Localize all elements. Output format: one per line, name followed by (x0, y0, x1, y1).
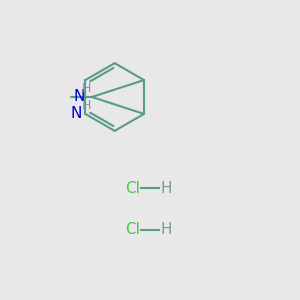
Text: H: H (160, 222, 172, 237)
Text: N: N (70, 106, 82, 122)
Text: Cl: Cl (125, 181, 140, 196)
Text: H: H (160, 181, 172, 196)
Text: N: N (74, 89, 85, 104)
Text: Cl: Cl (125, 222, 140, 237)
Text: H: H (82, 99, 91, 112)
Text: H: H (82, 82, 91, 95)
